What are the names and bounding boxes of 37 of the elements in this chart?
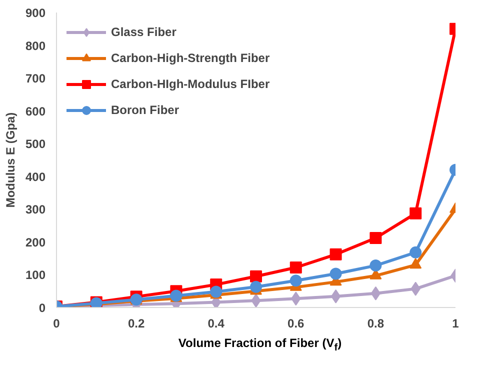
point [370, 260, 382, 272]
point [370, 286, 381, 300]
y-tick-label: 300 [25, 202, 46, 217]
legend-label: Carbon-HIgh-Modulus FIber [111, 77, 270, 91]
x-tick-label: 0 [53, 316, 60, 330]
y-tick-label: 600 [25, 104, 46, 118]
point [410, 246, 422, 258]
point [210, 286, 222, 298]
y-tick-label: 100 [25, 268, 46, 282]
x-tick-label: 0.2 [128, 316, 145, 330]
point [250, 280, 262, 293]
y-tick-label: 700 [25, 72, 46, 86]
x-tick-label: 0.8 [367, 316, 384, 330]
y-axis-title: Modulus E (Gpa) [3, 112, 18, 208]
point [370, 232, 382, 244]
y-tick-label: 800 [25, 38, 46, 53]
y-tick-label: 400 [25, 170, 46, 184]
point [250, 270, 262, 282]
legend-label: Glass Fiber [111, 25, 176, 39]
point [251, 294, 261, 308]
point [330, 248, 342, 260]
x-axis-title: Volume Fraction of Fiber (V$_{f}$) [178, 335, 342, 356]
point [290, 274, 302, 287]
y-tick-label: 0 [38, 301, 46, 315]
y-tick-label: 900 [25, 6, 46, 20]
legend-label: Carbon-High-Strength Fiber [111, 51, 270, 65]
point [290, 262, 302, 274]
point [330, 289, 341, 304]
legend-label: Boron Fiber [111, 103, 179, 117]
point [330, 268, 342, 280]
point [410, 207, 422, 220]
x-tick-label: 1 [452, 316, 460, 330]
x-tick-label: 0.6 [288, 316, 305, 330]
y-tick-label: 500 [25, 137, 46, 152]
y-tick-label: 200 [25, 235, 46, 250]
point [410, 258, 422, 269]
x-tick-label: 0.4 [208, 316, 225, 330]
